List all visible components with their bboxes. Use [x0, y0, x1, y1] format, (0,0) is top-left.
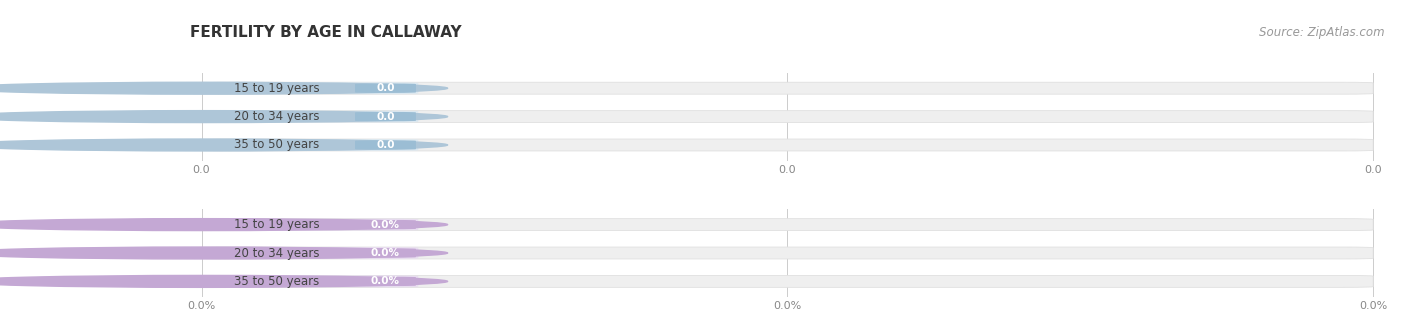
Circle shape: [0, 82, 447, 94]
Text: 15 to 19 years: 15 to 19 years: [235, 218, 321, 231]
Text: 0.0%: 0.0%: [371, 277, 399, 286]
Text: 0.0: 0.0: [377, 83, 395, 93]
FancyBboxPatch shape: [201, 82, 1374, 94]
Text: FERTILITY BY AGE IN CALLAWAY: FERTILITY BY AGE IN CALLAWAY: [190, 25, 461, 40]
Text: 0.0: 0.0: [377, 140, 395, 150]
Text: 20 to 34 years: 20 to 34 years: [235, 110, 319, 123]
Text: Source: ZipAtlas.com: Source: ZipAtlas.com: [1260, 26, 1385, 39]
Text: 35 to 50 years: 35 to 50 years: [235, 139, 319, 151]
FancyBboxPatch shape: [201, 247, 1374, 259]
Text: 0.0%: 0.0%: [371, 219, 399, 230]
FancyBboxPatch shape: [354, 112, 416, 121]
FancyBboxPatch shape: [201, 111, 1374, 122]
FancyBboxPatch shape: [201, 139, 1374, 151]
FancyBboxPatch shape: [354, 140, 416, 149]
Circle shape: [0, 276, 447, 287]
FancyBboxPatch shape: [201, 219, 1374, 231]
Text: 0.0%: 0.0%: [371, 248, 399, 258]
FancyBboxPatch shape: [201, 139, 419, 151]
FancyBboxPatch shape: [201, 276, 419, 287]
Circle shape: [0, 111, 447, 122]
FancyBboxPatch shape: [201, 82, 419, 94]
FancyBboxPatch shape: [201, 111, 419, 122]
Text: 15 to 19 years: 15 to 19 years: [235, 82, 321, 95]
Circle shape: [0, 247, 447, 259]
Text: 20 to 34 years: 20 to 34 years: [235, 247, 319, 259]
FancyBboxPatch shape: [354, 83, 416, 93]
FancyBboxPatch shape: [201, 247, 419, 259]
Circle shape: [0, 219, 447, 231]
FancyBboxPatch shape: [201, 219, 419, 231]
Text: 35 to 50 years: 35 to 50 years: [235, 275, 319, 288]
Text: 0.0: 0.0: [377, 112, 395, 121]
FancyBboxPatch shape: [354, 277, 416, 286]
Circle shape: [0, 139, 447, 151]
FancyBboxPatch shape: [354, 220, 416, 229]
FancyBboxPatch shape: [354, 248, 416, 258]
FancyBboxPatch shape: [201, 276, 1374, 287]
